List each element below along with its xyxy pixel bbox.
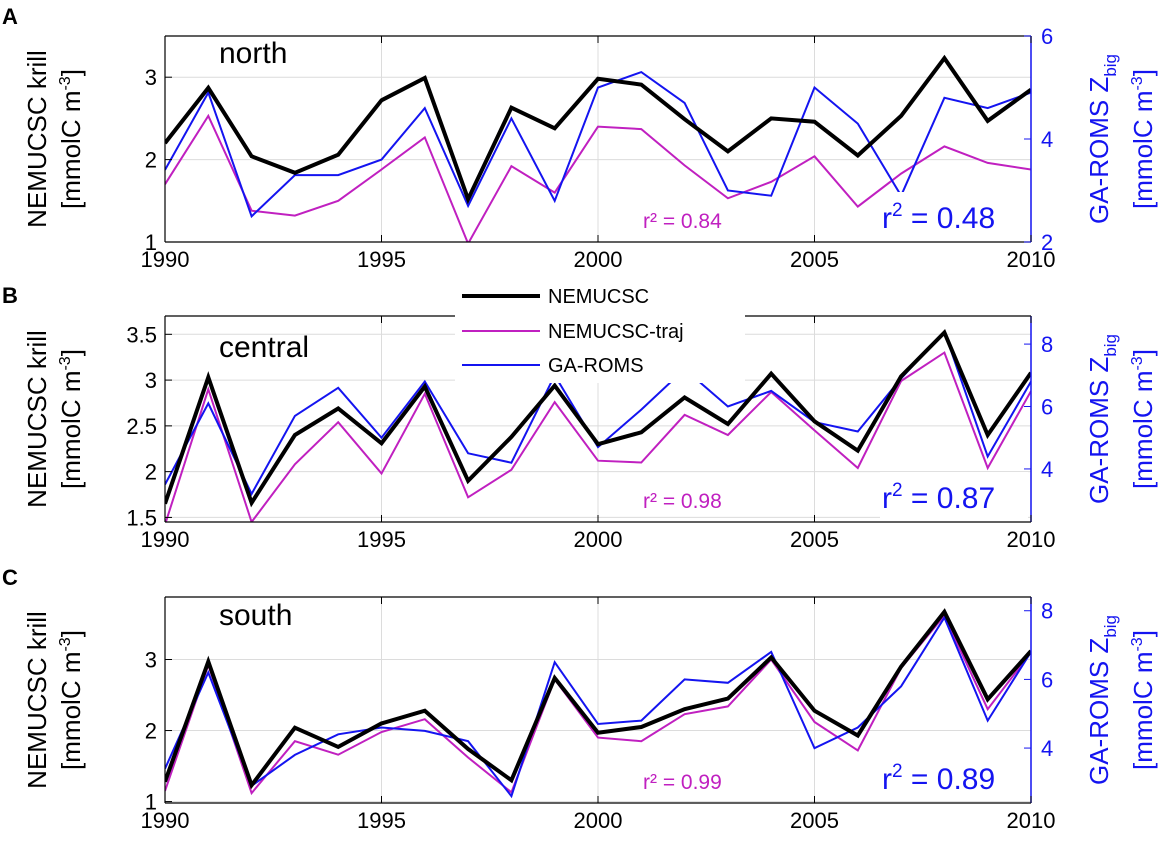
- x-tick-label: 2005: [790, 247, 839, 272]
- legend-label-GA-ROMS: GA-ROMS: [548, 355, 644, 377]
- y-left-label-2: [mmolC m-3]: [56, 69, 86, 209]
- x-tick-label: 1990: [141, 808, 190, 833]
- panel-letter: A: [2, 4, 18, 29]
- x-tick-label: 1995: [357, 247, 406, 272]
- x-tick-label: 2005: [790, 527, 839, 552]
- r2-roms-label: r2 = 0.89: [882, 761, 995, 796]
- y-left-tick-label: 3: [145, 368, 157, 393]
- r2-traj-label: r² = 0.84: [643, 210, 722, 233]
- x-tick-label: 2000: [574, 247, 623, 272]
- x-tick-label: 2010: [1007, 247, 1056, 272]
- series-line-GA-ROMS: [165, 329, 1031, 497]
- y-left-tick-label: 3: [145, 65, 157, 90]
- y-right-tick-label: 4: [1041, 127, 1053, 152]
- y-left-tick-label: 1: [145, 230, 157, 255]
- y-right-label-2: [mmolC m-3]: [1128, 69, 1158, 209]
- x-tick-label: 1990: [141, 527, 190, 552]
- series-line-NEMUCSC-traj: [165, 113, 1031, 242]
- y-left-label-2: [mmolC m-3]: [56, 630, 86, 770]
- x-tick-label: 2010: [1007, 527, 1056, 552]
- y-right-label-1: GA-ROMS Zbig: [1084, 54, 1120, 224]
- y-left-tick-label: 3.5: [126, 322, 157, 347]
- r2-roms-label: r2 = 0.87: [882, 480, 995, 515]
- y-right-label-2: [mmolC m-3]: [1128, 349, 1158, 489]
- y-left-label-1: NEMUCSC krill: [22, 50, 52, 228]
- y-left-label-1: NEMUCSC krill: [22, 611, 52, 789]
- legend-label-NEMUCSC-traj: NEMUCSC-traj: [548, 321, 684, 343]
- y-left-tick-label: 2.5: [126, 414, 157, 439]
- y-right-tick-label: 8: [1041, 332, 1053, 357]
- x-tick-label: 2010: [1007, 808, 1056, 833]
- x-tick-label: 2005: [790, 808, 839, 833]
- series-group: [165, 328, 1031, 522]
- y-right-tick-label: 2: [1041, 230, 1053, 255]
- panel-title: north: [219, 37, 287, 70]
- y-left-tick-label: 1.5: [126, 505, 157, 530]
- x-tick-label: 1990: [141, 247, 190, 272]
- legend-box: [455, 285, 745, 383]
- y-right-tick-label: 4: [1041, 736, 1053, 761]
- panel-letter: B: [2, 283, 18, 308]
- r2-traj-label: r² = 0.98: [643, 490, 722, 513]
- y-right-tick-label: 8: [1041, 599, 1053, 624]
- legend: NEMUCSC NEMUCSC-traj GA-ROMS: [455, 285, 745, 383]
- series-line-NEMUCSC-traj: [165, 613, 1031, 796]
- x-tick-label: 1995: [357, 527, 406, 552]
- y-right-tick-label: 4: [1041, 457, 1053, 482]
- series-line-NEMUCSC: [165, 328, 1031, 508]
- y-right-label-1: GA-ROMS Zbig: [1084, 615, 1120, 785]
- legend-label-NEMUCSC: NEMUCSC: [548, 286, 649, 308]
- x-tick-label: 2000: [574, 527, 623, 552]
- r2-traj-label: r² = 0.99: [643, 771, 722, 794]
- series-line-NEMUCSC: [165, 608, 1031, 790]
- y-left-label-1: NEMUCSC krill: [22, 330, 52, 508]
- panel-letter: C: [2, 565, 18, 590]
- series-line-NEMUCSC: [165, 54, 1031, 205]
- panel-title: south: [219, 599, 292, 632]
- y-left-tick-label: 2: [145, 719, 157, 744]
- x-tick-label: 2000: [574, 808, 623, 833]
- panel-central: 1990 1995 2000 2005 2010 1.5 2 2.5 3 3.5 4 6 8 Bcentr…: [2, 283, 1158, 552]
- series-group: [165, 608, 1031, 799]
- y-right-tick-label: 6: [1041, 667, 1053, 692]
- y-right-tick-label: 6: [1041, 24, 1053, 49]
- r2-roms-box: [880, 753, 1028, 799]
- y-left-tick-label: 2: [145, 148, 157, 173]
- y-left-tick-label: 1: [145, 790, 157, 815]
- x-tick-label: 1995: [357, 808, 406, 833]
- y-right-tick-label: 6: [1041, 395, 1053, 420]
- y-left-label-2: [mmolC m-3]: [56, 349, 86, 489]
- series-line-GA-ROMS: [165, 70, 1031, 219]
- series-line-NEMUCSC-traj: [165, 351, 1031, 522]
- y-left-tick-label: 2: [145, 460, 157, 485]
- r2-roms-box: [880, 472, 1028, 518]
- panel-title: central: [219, 331, 309, 364]
- y-right-label-1: GA-ROMS Zbig: [1084, 334, 1120, 504]
- r2-roms-box: [880, 192, 1028, 238]
- y-left-tick-label: 3: [145, 648, 157, 673]
- y-right-label-2: [mmolC m-3]: [1128, 630, 1158, 770]
- series-group: [165, 54, 1031, 242]
- series-line-GA-ROMS: [165, 615, 1031, 799]
